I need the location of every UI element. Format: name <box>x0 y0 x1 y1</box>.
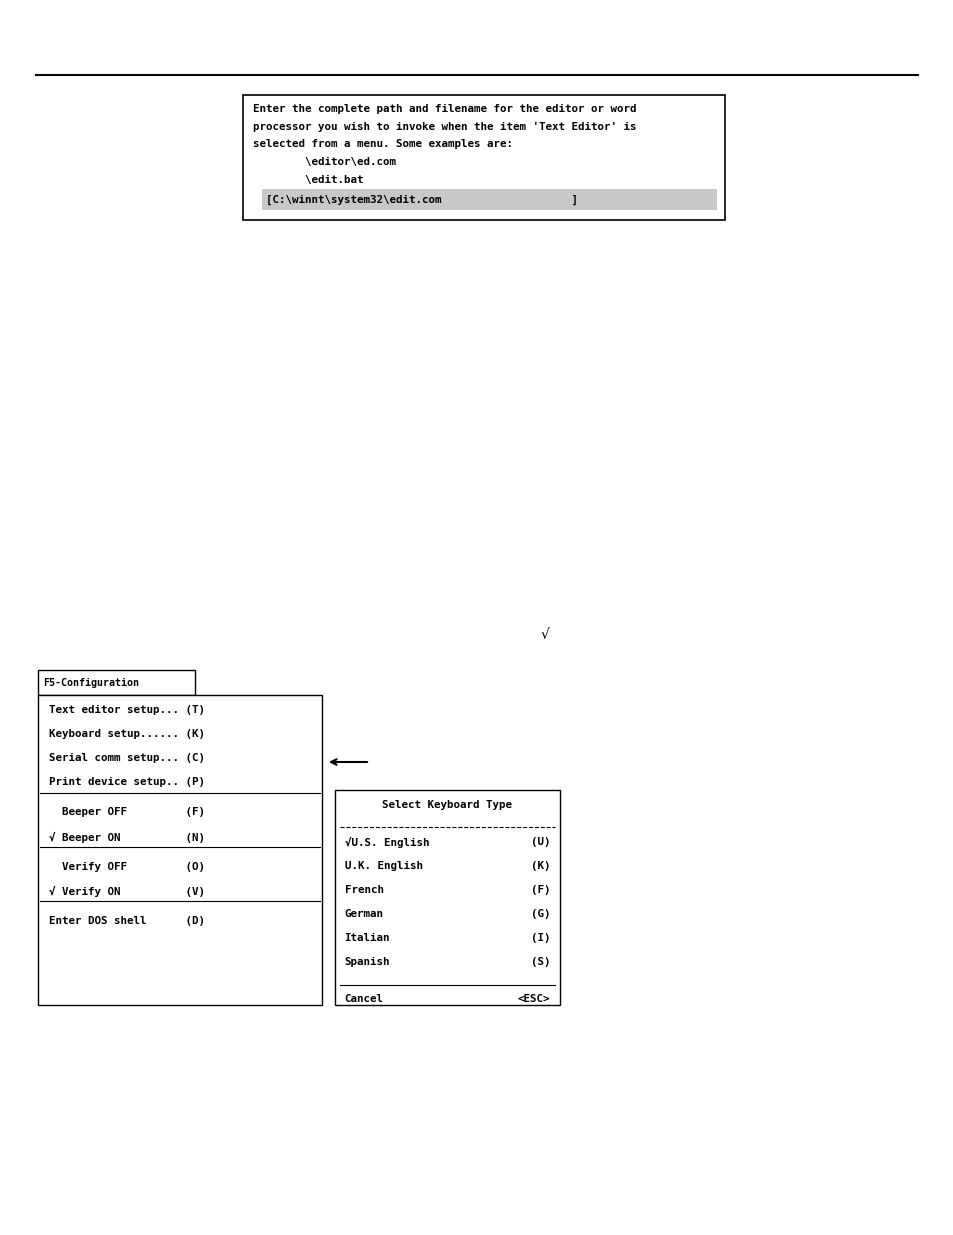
Text: [C:\winnt\system32\edit.com                    ]: [C:\winnt\system32\edit.com ] <box>266 194 578 205</box>
Text: √ Beeper ON          (N): √ Beeper ON (N) <box>50 831 205 842</box>
Text: Enter the complete path and filename for the editor or word: Enter the complete path and filename for… <box>253 104 636 114</box>
Text: \editor\ed.com: \editor\ed.com <box>253 157 395 168</box>
Text: (U): (U) <box>531 837 550 847</box>
Text: Serial comm setup... (C): Serial comm setup... (C) <box>50 753 205 763</box>
Bar <box>38 695 322 1005</box>
Text: German: German <box>344 909 383 919</box>
Text: (I): (I) <box>531 934 550 944</box>
Text: processor you wish to invoke when the item 'Text Editor' is: processor you wish to invoke when the it… <box>253 121 636 132</box>
Text: Verify OFF         (O): Verify OFF (O) <box>50 862 205 872</box>
FancyBboxPatch shape <box>38 671 195 695</box>
Text: √U.S. English: √U.S. English <box>344 837 429 848</box>
Text: selected from a menu. Some examples are:: selected from a menu. Some examples are: <box>253 140 512 149</box>
Text: U.K. English: U.K. English <box>344 861 422 871</box>
Text: Select Keyboard Type: Select Keyboard Type <box>382 800 512 810</box>
Text: (F): (F) <box>531 885 550 895</box>
Text: Text editor setup... (T): Text editor setup... (T) <box>50 705 205 715</box>
Text: Cancel: Cancel <box>344 994 383 1004</box>
Text: French: French <box>344 885 383 895</box>
Bar <box>335 790 559 1005</box>
Bar <box>243 95 724 220</box>
Text: Enter DOS shell      (D): Enter DOS shell (D) <box>50 916 205 926</box>
Bar <box>262 189 717 210</box>
Text: F5-Configuration: F5-Configuration <box>43 678 138 688</box>
Text: √ Verify ON          (V): √ Verify ON (V) <box>50 885 205 897</box>
Text: (S): (S) <box>531 957 550 967</box>
Text: (K): (K) <box>531 861 550 871</box>
Text: (G): (G) <box>531 909 550 919</box>
Text: Spanish: Spanish <box>344 957 390 967</box>
Text: Italian: Italian <box>344 934 390 944</box>
Text: \edit.bat: \edit.bat <box>253 175 363 185</box>
Text: Print device setup.. (P): Print device setup.. (P) <box>50 777 205 787</box>
Text: √: √ <box>540 629 549 642</box>
Text: Keyboard setup...... (K): Keyboard setup...... (K) <box>50 729 205 739</box>
Text: <ESC>: <ESC> <box>517 994 550 1004</box>
Text: Beeper OFF         (F): Beeper OFF (F) <box>50 808 205 818</box>
